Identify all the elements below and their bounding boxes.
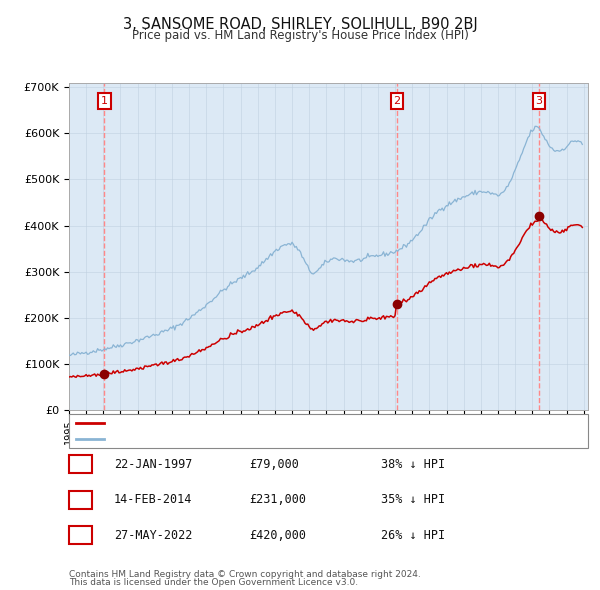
Text: HPI: Average price, detached house, Solihull: HPI: Average price, detached house, Soli… bbox=[109, 434, 340, 444]
Text: 3, SANSOME ROAD, SHIRLEY, SOLIHULL, B90 2BJ (detached house): 3, SANSOME ROAD, SHIRLEY, SOLIHULL, B90 … bbox=[109, 418, 456, 428]
Text: 2: 2 bbox=[76, 493, 85, 506]
Text: This data is licensed under the Open Government Licence v3.0.: This data is licensed under the Open Gov… bbox=[69, 578, 358, 587]
Text: 3: 3 bbox=[536, 96, 542, 106]
Text: 35% ↓ HPI: 35% ↓ HPI bbox=[381, 493, 445, 506]
Text: 3: 3 bbox=[76, 529, 85, 542]
Text: £420,000: £420,000 bbox=[249, 529, 306, 542]
Text: Price paid vs. HM Land Registry's House Price Index (HPI): Price paid vs. HM Land Registry's House … bbox=[131, 30, 469, 42]
Text: 14-FEB-2014: 14-FEB-2014 bbox=[114, 493, 193, 506]
Text: £231,000: £231,000 bbox=[249, 493, 306, 506]
Text: 22-JAN-1997: 22-JAN-1997 bbox=[114, 458, 193, 471]
Text: 3, SANSOME ROAD, SHIRLEY, SOLIHULL, B90 2BJ: 3, SANSOME ROAD, SHIRLEY, SOLIHULL, B90 … bbox=[122, 17, 478, 31]
Text: 1: 1 bbox=[101, 96, 108, 106]
Text: 27-MAY-2022: 27-MAY-2022 bbox=[114, 529, 193, 542]
Text: Contains HM Land Registry data © Crown copyright and database right 2024.: Contains HM Land Registry data © Crown c… bbox=[69, 571, 421, 579]
Text: 1: 1 bbox=[76, 458, 85, 471]
Text: 2: 2 bbox=[394, 96, 401, 106]
Text: £79,000: £79,000 bbox=[249, 458, 299, 471]
Text: 38% ↓ HPI: 38% ↓ HPI bbox=[381, 458, 445, 471]
Text: 26% ↓ HPI: 26% ↓ HPI bbox=[381, 529, 445, 542]
